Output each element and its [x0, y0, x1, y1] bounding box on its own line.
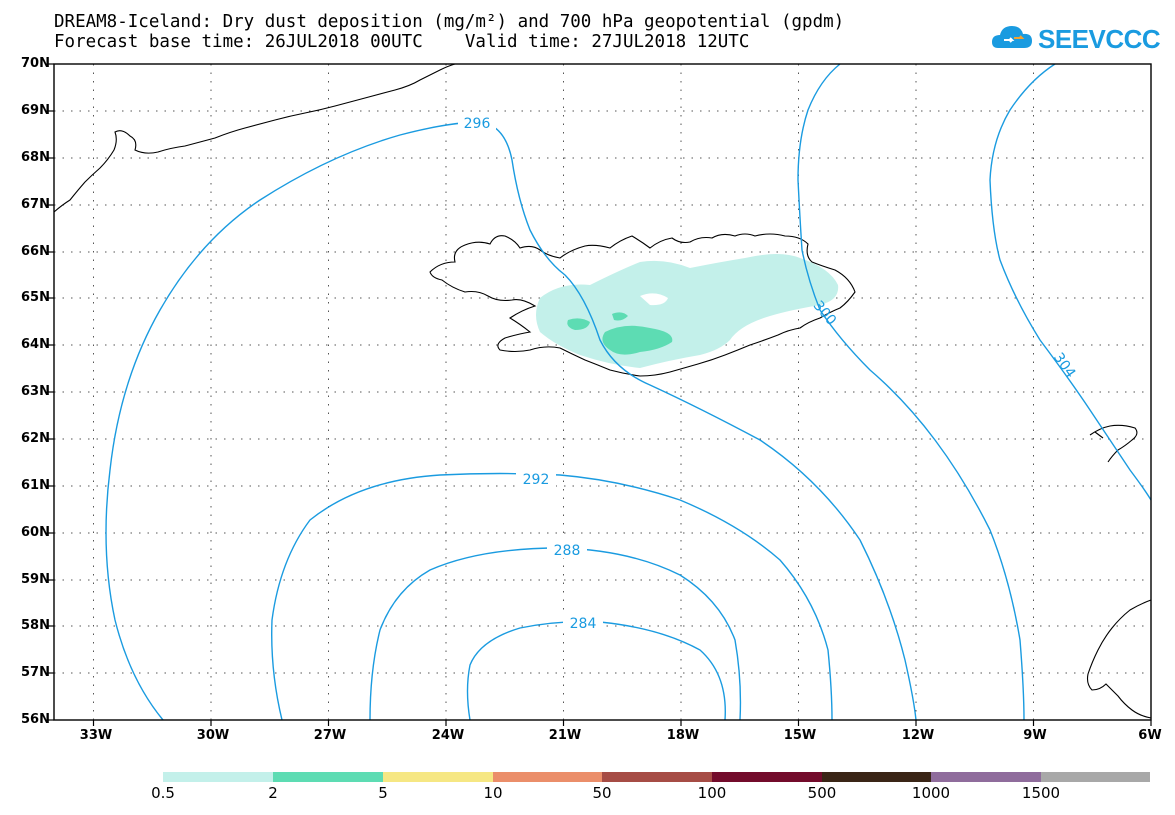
lon-label: 33W [79, 728, 113, 743]
chart-subtitle: Forecast base time: 26JUL2018 00UTC Vali… [54, 32, 750, 52]
contour-304 [989, 63, 1152, 501]
dust-deposition-shading [536, 254, 839, 368]
lat-label: 63N [21, 384, 50, 399]
faroe-islands [1089, 424, 1138, 463]
contour-labels: 296 292 288 284 300 304 [458, 113, 1078, 632]
contour-label-288: 288 [554, 543, 581, 559]
contour-292 [271, 472, 833, 721]
contour-284 [466, 620, 726, 721]
lon-label: 27W [313, 728, 347, 743]
lon-label: 6W [1138, 728, 1162, 743]
colorbar-label: 0.5 [151, 784, 175, 802]
contour-300 [797, 63, 1025, 721]
lon-label: 12W [901, 728, 935, 743]
lat-label: 69N [21, 103, 50, 118]
colorbar-label: 2 [268, 784, 278, 802]
greenland-coast [53, 63, 456, 213]
lat-label: 62N [21, 431, 50, 446]
scotland-coast [1086, 599, 1152, 719]
lon-label: 21W [548, 728, 582, 743]
contour-288 [369, 547, 742, 721]
seevccc-logo: SEEVCCC [990, 18, 1161, 58]
contour-296 [105, 121, 917, 721]
lat-label: 64N [21, 337, 50, 352]
contour-label-292: 292 [523, 472, 550, 488]
colorbar-swatch [931, 772, 1041, 782]
lon-label: 18W [666, 728, 700, 743]
colorbar-swatch [602, 772, 712, 782]
lat-label: 68N [21, 150, 50, 165]
colorbar-swatch [822, 772, 931, 782]
logo-text: SEEVCCC [1038, 24, 1161, 54]
lat-label: 70N [21, 56, 50, 71]
colorbar-swatch [712, 772, 822, 782]
contour-label-304: 304 [1050, 350, 1078, 381]
colorbar-label: 100 [697, 784, 727, 802]
chart-title: DREAM8-Iceland: Dry dust deposition (mg/… [54, 12, 845, 32]
colorbar-swatch [493, 772, 602, 782]
colorbar-label: 1000 [911, 784, 951, 802]
lat-label: 65N [21, 290, 50, 305]
colorbar-label: 500 [807, 784, 837, 802]
lat-label: 60N [21, 525, 50, 540]
dust-area-low [536, 254, 839, 368]
dust-area-mid [602, 325, 673, 355]
cloud-icon [992, 26, 1032, 48]
lat-label: 59N [21, 572, 50, 587]
lat-label: 56N [21, 712, 50, 727]
lon-label: 9W [1023, 728, 1047, 743]
dust-area-mid-2 [567, 318, 590, 330]
coastlines [53, 63, 1152, 719]
contour-label-284: 284 [570, 616, 597, 632]
lat-label: 57N [21, 665, 50, 680]
contour-label-296: 296 [464, 116, 491, 132]
colorbar-swatch [1041, 772, 1150, 782]
colorbar-label: 5 [378, 784, 388, 802]
lat-label: 67N [21, 197, 50, 212]
lon-label: 15W [783, 728, 817, 743]
dust-area-mid-3 [612, 312, 628, 321]
colorbar [163, 772, 1150, 782]
lat-label: 66N [21, 244, 50, 259]
geopotential-contours [105, 63, 1152, 721]
lon-label: 24W [431, 728, 465, 743]
colorbar-swatch [163, 772, 273, 782]
lat-label: 58N [21, 618, 50, 633]
lat-label: 61N [21, 478, 50, 493]
dust-area-gap [640, 293, 668, 306]
colorbar-label: 1500 [1021, 784, 1061, 802]
iceland-coast [429, 233, 856, 377]
colorbar-label: 10 [483, 784, 503, 802]
colorbar-swatch [273, 772, 383, 782]
colorbar-swatch [383, 772, 493, 782]
colorbar-label: 50 [592, 784, 612, 802]
axis-ticks [48, 63, 1152, 726]
lon-label: 30W [196, 728, 230, 743]
